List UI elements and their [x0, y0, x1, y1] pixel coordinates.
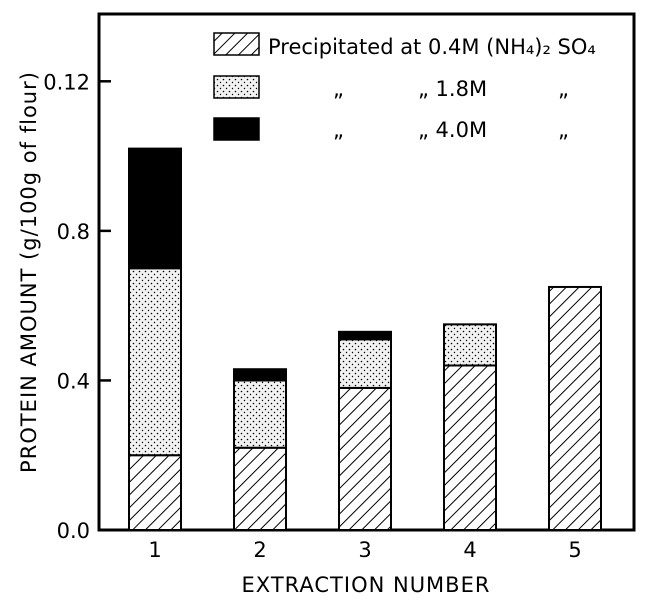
y-tick-label: 0.0 — [57, 519, 90, 543]
bar-segment-stipple — [338, 338, 392, 389]
x-axis-title: EXTRACTION NUMBER — [242, 573, 491, 597]
bar-segment-stipple — [128, 267, 182, 457]
legend-swatch-stipple — [213, 75, 260, 99]
legend-label-2: „ 4.0M — [418, 118, 487, 142]
bar-segment-hatch — [443, 364, 497, 532]
legend-ditto-2b: „ — [558, 118, 569, 142]
bar-segment-solid — [338, 330, 392, 341]
legend-label-0: Precipitated at 0.4M (NH₄)₂ SO₄ — [268, 35, 596, 59]
legend-ditto-2a: „ — [333, 118, 344, 142]
legend-ditto-1a: „ — [333, 77, 344, 101]
bars — [128, 147, 602, 532]
bar-segment-stipple — [233, 379, 287, 449]
y-tick-label: 0.8 — [57, 220, 90, 244]
x-tick-label: 3 — [358, 538, 371, 562]
y-tick-label: 0.12 — [43, 70, 90, 94]
bar-segment-hatch — [128, 454, 182, 531]
bar-segment-hatch — [338, 386, 392, 532]
y-axis-title: PROTEIN AMOUNT (g/100g of flour) — [17, 71, 41, 473]
x-tick-label: 2 — [253, 538, 266, 562]
bar-segment-hatch — [548, 285, 602, 531]
bar-segment-hatch — [233, 446, 287, 532]
y-axis: 0.0 0.4 0.8 0.12 — [43, 70, 111, 543]
x-tick-label: 5 — [568, 538, 581, 562]
y-tick-label: 0.4 — [57, 369, 90, 393]
x-tick-label: 1 — [148, 538, 161, 562]
bar-segment-stipple — [443, 323, 497, 367]
x-tick-label: 4 — [463, 538, 476, 562]
legend: Precipitated at 0.4M (NH₄)₂ SO₄ „ „ 1.8M… — [213, 32, 596, 142]
legend-label-1: „ 1.8M — [418, 77, 487, 101]
legend-ditto-1b: „ — [558, 77, 569, 101]
legend-swatch-hatch — [213, 32, 260, 56]
bar-segment-solid — [128, 147, 182, 270]
legend-swatch-solid — [213, 117, 260, 141]
bar-segment-solid — [233, 368, 287, 382]
